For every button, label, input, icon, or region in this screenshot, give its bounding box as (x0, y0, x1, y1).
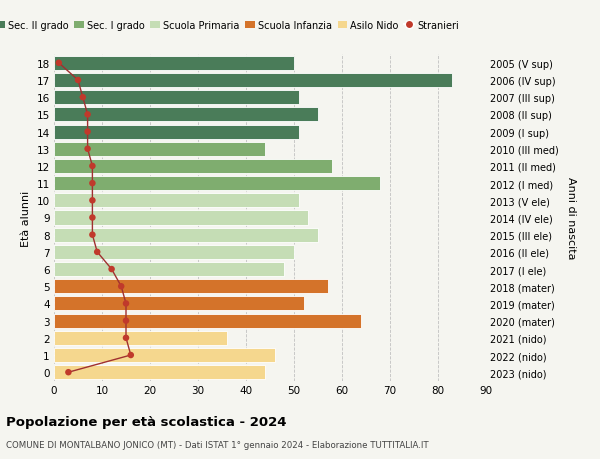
Bar (54, 108, 318, 122)
Point (73, 77, 83, 84)
Bar (54, 297, 304, 311)
Bar (54, 74, 452, 88)
Bar (54, 194, 299, 208)
Y-axis label: Età alunni: Età alunni (21, 190, 31, 246)
Y-axis label: Anni di nascita: Anni di nascita (566, 177, 575, 259)
Point (116, 283, 126, 290)
Point (126, 352, 136, 359)
Legend: Sec. II grado, Sec. I grado, Scuola Primaria, Scuola Infanzia, Asilo Nido, Stran: Sec. II grado, Sec. I grado, Scuola Prim… (0, 21, 459, 31)
Point (54, 60, 64, 67)
Bar (54, 228, 318, 242)
Point (83, 146, 92, 153)
Bar (54, 177, 380, 191)
Text: Popolazione per età scolastica - 2024: Popolazione per età scolastica - 2024 (6, 415, 287, 428)
Point (121, 317, 131, 325)
Bar (54, 314, 361, 328)
Point (88, 163, 97, 170)
Point (88, 214, 97, 222)
Text: COMUNE DI MONTALBANO JONICO (MT) - Dati ISTAT 1° gennaio 2024 - Elaborazione TUT: COMUNE DI MONTALBANO JONICO (MT) - Dati … (6, 440, 428, 449)
Bar (54, 125, 299, 139)
Point (121, 300, 131, 308)
Bar (54, 211, 308, 225)
Bar (54, 56, 294, 71)
Point (88, 197, 97, 205)
Point (121, 335, 131, 342)
Point (92, 249, 102, 256)
Point (83, 129, 92, 136)
Point (88, 180, 97, 187)
Point (78, 94, 88, 101)
Point (88, 231, 97, 239)
Point (107, 266, 116, 273)
Bar (54, 142, 265, 157)
Bar (54, 365, 265, 380)
Bar (54, 348, 275, 362)
Point (64, 369, 73, 376)
Bar (54, 245, 294, 259)
Bar (54, 280, 328, 294)
Point (83, 112, 92, 119)
Bar (54, 160, 332, 174)
Bar (54, 331, 227, 345)
Bar (54, 91, 299, 105)
Bar (54, 263, 284, 276)
